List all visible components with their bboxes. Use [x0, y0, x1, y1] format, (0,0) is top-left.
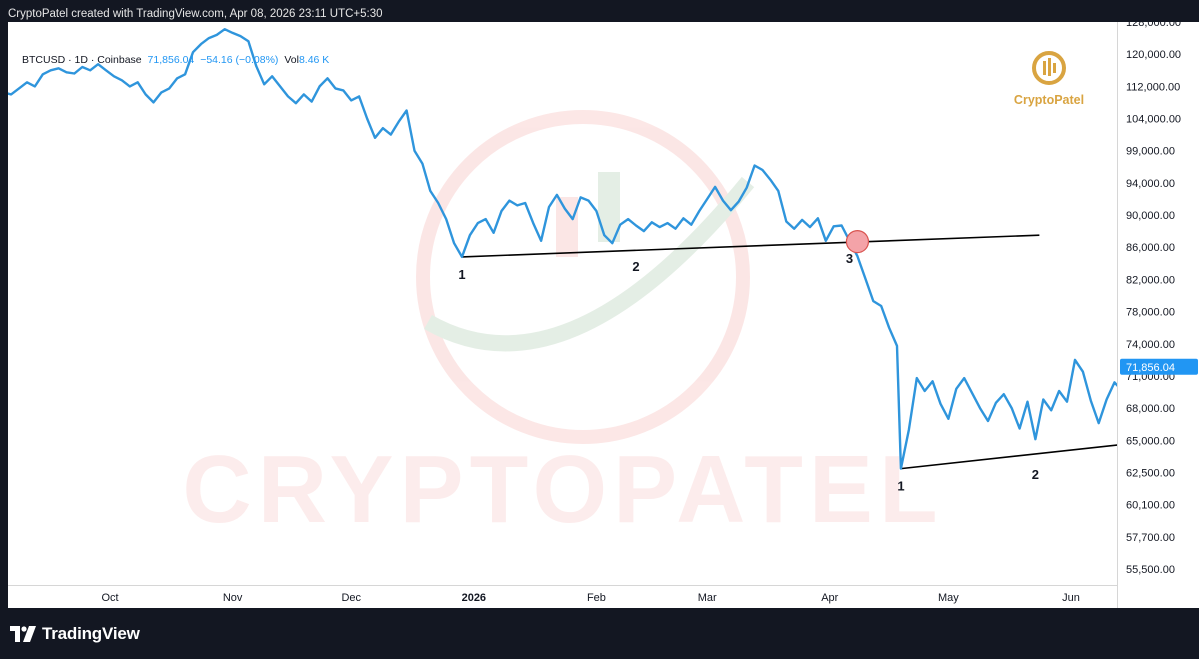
price-tick-label: 68,000.00: [1126, 403, 1175, 415]
breakdown-marker[interactable]: [845, 230, 870, 254]
chart-plot-area[interactable]: CRYPTOPATEL 123123 BTCUSD · 1D · Coinbas…: [8, 22, 1117, 608]
tradingview-wordmark: TradingView: [42, 624, 140, 643]
watermark-ring: [416, 110, 750, 444]
logo-text: CryptoPatel: [1013, 93, 1085, 107]
price-axis[interactable]: 55,500.00 57,700.00 60,100.00 62,500.00 65,0…: [1117, 17, 1199, 608]
time-tick-label: Feb: [587, 592, 606, 604]
price-tick-label: 112,000.00: [1126, 81, 1180, 93]
price-tick-label: 120,000.00: [1126, 49, 1181, 61]
price-tick-label: 55,500.00: [1126, 564, 1175, 576]
price-tick-label: 94,000.00: [1126, 178, 1175, 190]
price-axis-labels: 55,500.00 57,700.00 60,100.00 62,500.00 65,0…: [1120, 17, 1198, 576]
last-price-label: 71,856.04: [1126, 362, 1175, 374]
price-tick-label: 74,000.00: [1126, 339, 1175, 351]
price-tick-label: 99,000.00: [1126, 146, 1175, 158]
price-tick-label: 60,100.00: [1126, 500, 1175, 512]
time-tick-label: Mar: [698, 592, 717, 604]
price-tick-label: 128,000.00: [1126, 22, 1181, 29]
price-tick-label: 57,700.00: [1126, 532, 1175, 544]
time-tick-label: 2026: [462, 592, 486, 604]
watermark-candle: [598, 172, 620, 242]
legend-vol-value: 8.46 K: [298, 54, 330, 66]
watermark-arrow: [424, 176, 755, 352]
price-tick-label: 65,000.00: [1126, 435, 1175, 447]
symbol-legend: BTCUSD · 1D · Coinbase 71,856.04 −54.16 …: [22, 54, 332, 66]
price-tick-label: 86,000.00: [1126, 242, 1175, 254]
legend-symbol: BTCUSD · 1D · Coinbase: [22, 54, 142, 66]
legend-change: −54.16 (−0.08%): [200, 54, 279, 66]
time-axis[interactable]: Oct Nov Dec 2026 Feb Mar Apr May Jun: [8, 585, 1117, 608]
touch-point-label: 1: [897, 479, 904, 494]
price-tick-label: 104,000.00: [1126, 114, 1181, 126]
time-tick-label: Jun: [1062, 592, 1080, 604]
touch-point-label: 2: [1032, 467, 1039, 482]
touch-point-label: 1: [458, 267, 465, 282]
time-tick-label: May: [938, 592, 959, 604]
time-tick-label: Nov: [223, 592, 243, 604]
snapshot-credit: CryptoPatel created with TradingView.com…: [8, 8, 383, 20]
touch-point-label: 3: [846, 251, 853, 266]
watermark-text: CRYPTOPATEL: [182, 436, 943, 543]
tradingview-logo-icon: [10, 626, 36, 642]
touch-point-label: 2: [632, 259, 639, 274]
price-tick-label: 90,000.00: [1126, 210, 1175, 222]
legend-vol-label: Vol: [284, 54, 299, 66]
tradingview-logo[interactable]: TradingView: [10, 624, 140, 644]
last-price-tag: [1120, 358, 1198, 375]
time-tick-label: Apr: [821, 592, 838, 604]
coin-icon: [1032, 51, 1066, 85]
price-tick-label: 78,000.00: [1126, 307, 1175, 319]
trendline[interactable]: [900, 404, 1117, 470]
legend-close: 71,856.04: [147, 54, 195, 66]
price-tick-label: 62,500.00: [1126, 467, 1175, 479]
watermark-candle: [556, 197, 578, 257]
watermark: CRYPTOPATEL: [182, 110, 943, 543]
price-line[interactable]: [8, 28, 1117, 470]
footer-bar: [0, 608, 1199, 659]
time-tick-label: Dec: [341, 592, 361, 604]
trendline[interactable]: [461, 234, 1040, 258]
price-tick-label: 82,000.00: [1126, 274, 1175, 286]
cryptopatel-logo: CryptoPatel: [1004, 50, 1094, 110]
time-tick-label: Oct: [101, 592, 118, 604]
price-chart[interactable]: 123123: [8, 22, 1117, 608]
time-axis-labels: Oct Nov Dec 2026 Feb Mar Apr May Jun: [101, 592, 1080, 604]
